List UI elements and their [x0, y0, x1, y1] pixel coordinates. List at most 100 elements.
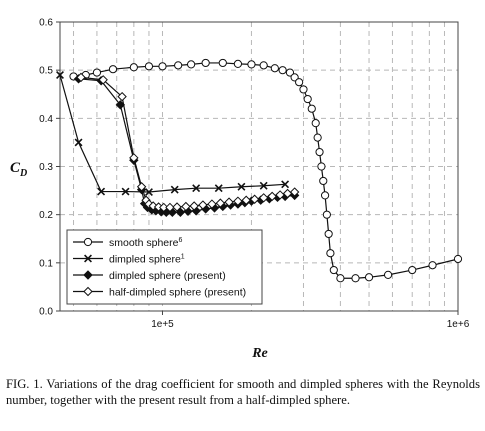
data-point — [289, 187, 300, 197]
data-point — [453, 254, 463, 264]
data-point — [259, 181, 268, 190]
data-point — [249, 194, 260, 204]
x-axis-label: Re — [251, 346, 268, 361]
data-point — [324, 229, 333, 239]
data-point — [233, 196, 243, 206]
data-point — [285, 68, 295, 77]
data-point — [172, 202, 182, 212]
data-point — [295, 78, 304, 87]
data-point — [317, 162, 326, 171]
legend-entry: dimpled sphere1 — [73, 253, 185, 265]
y-tick-label: 0.5 — [39, 66, 53, 77]
data-point — [97, 187, 106, 196]
y-tick-label: 0.4 — [39, 114, 53, 125]
y-axis-ticks: 0.0 0.1 0.2 0.3 0.4 0.5 0.6 — [39, 18, 60, 318]
data-point — [320, 191, 330, 200]
data-point — [336, 274, 345, 283]
data-point — [144, 199, 154, 209]
legend-swatch-marker — [83, 270, 93, 280]
legend-label-superscript: 6 — [178, 237, 182, 244]
data-point — [237, 182, 246, 191]
data-point — [174, 61, 183, 70]
data-point — [247, 60, 256, 69]
data-point — [267, 191, 277, 202]
data-point — [218, 58, 227, 68]
data-point — [322, 210, 331, 219]
data-point — [56, 71, 64, 79]
legend-label: smooth sphere6 — [109, 237, 182, 249]
data-point — [207, 199, 217, 209]
data-point — [215, 198, 226, 208]
y-tick-label: 0.1 — [39, 258, 53, 269]
data-point — [76, 72, 86, 83]
legend-label: dimpled sphere (present) — [109, 270, 226, 282]
data-point — [121, 187, 130, 196]
series-1 — [56, 71, 290, 196]
data-point — [307, 104, 316, 113]
data-point — [201, 58, 210, 68]
data-point — [326, 249, 335, 258]
y-tick-label: 0.6 — [39, 18, 53, 29]
data-point — [189, 201, 199, 211]
data-point — [270, 64, 279, 73]
data-point — [351, 274, 360, 283]
data-point — [428, 261, 437, 270]
data-point — [224, 197, 234, 207]
data-point — [74, 138, 83, 147]
data-point — [192, 184, 201, 193]
data-point — [159, 202, 169, 213]
data-point — [299, 85, 308, 94]
data-point — [129, 153, 139, 163]
data-point — [259, 61, 268, 70]
legend-entry: smooth sphere6 — [73, 237, 182, 249]
figure-caption: FIG. 1. Variations of the drag coefficie… — [6, 377, 480, 407]
series-0 — [69, 58, 463, 283]
data-point — [187, 60, 196, 69]
data-point — [329, 265, 338, 275]
data-point — [275, 190, 285, 200]
y-tick-label: 0.0 — [39, 307, 53, 318]
data-point — [165, 202, 175, 213]
data-point — [144, 188, 153, 196]
data-point — [158, 62, 167, 71]
data-point — [319, 176, 328, 186]
data-point — [144, 62, 154, 71]
data-point — [408, 265, 417, 275]
data-point — [383, 270, 393, 279]
data-point — [303, 94, 312, 104]
series-line — [78, 78, 295, 213]
data-point — [108, 65, 118, 74]
data-point — [311, 119, 320, 128]
legend: smooth sphere6 dimpled sphere1 dimpled sph… — [66, 229, 263, 305]
data-point — [170, 185, 179, 194]
legend-entry: dimpled sphere (present) — [73, 270, 226, 282]
data-point — [241, 195, 251, 205]
data-point — [315, 147, 324, 157]
data-point — [233, 59, 243, 69]
data-point — [136, 182, 147, 192]
y-tick-label: 0.3 — [39, 162, 53, 173]
data-point — [181, 201, 191, 212]
legend-swatch-marker — [84, 254, 92, 263]
data-point — [98, 75, 108, 85]
data-point — [364, 273, 374, 282]
series-3 — [76, 72, 300, 213]
x-tick-label: 1e+5 — [151, 319, 174, 330]
data-point — [92, 68, 102, 77]
data-point — [198, 200, 208, 210]
y-tick-label: 0.2 — [39, 210, 53, 221]
x-tick-label: 1e+6 — [447, 319, 470, 330]
series-layer — [56, 58, 463, 283]
data-point — [148, 201, 158, 211]
legend-label: dimpled sphere1 — [109, 253, 185, 265]
legend-swatch-marker — [83, 237, 93, 247]
x-axis-ticks: 1e+5 1e+6 — [151, 311, 470, 330]
legend-entry: half-dimpled sphere (present) — [73, 286, 246, 298]
data-point — [117, 91, 127, 102]
data-point — [281, 180, 290, 189]
data-point — [313, 133, 322, 142]
legend-label-superscript: 1 — [181, 253, 185, 260]
data-point — [278, 66, 287, 75]
drag-coefficient-chart: 0.0 0.1 0.2 0.3 0.4 0.5 0.6 1e+5 1e+6 CD Re smo… — [10, 18, 470, 362]
legend-swatch-marker — [83, 286, 93, 297]
